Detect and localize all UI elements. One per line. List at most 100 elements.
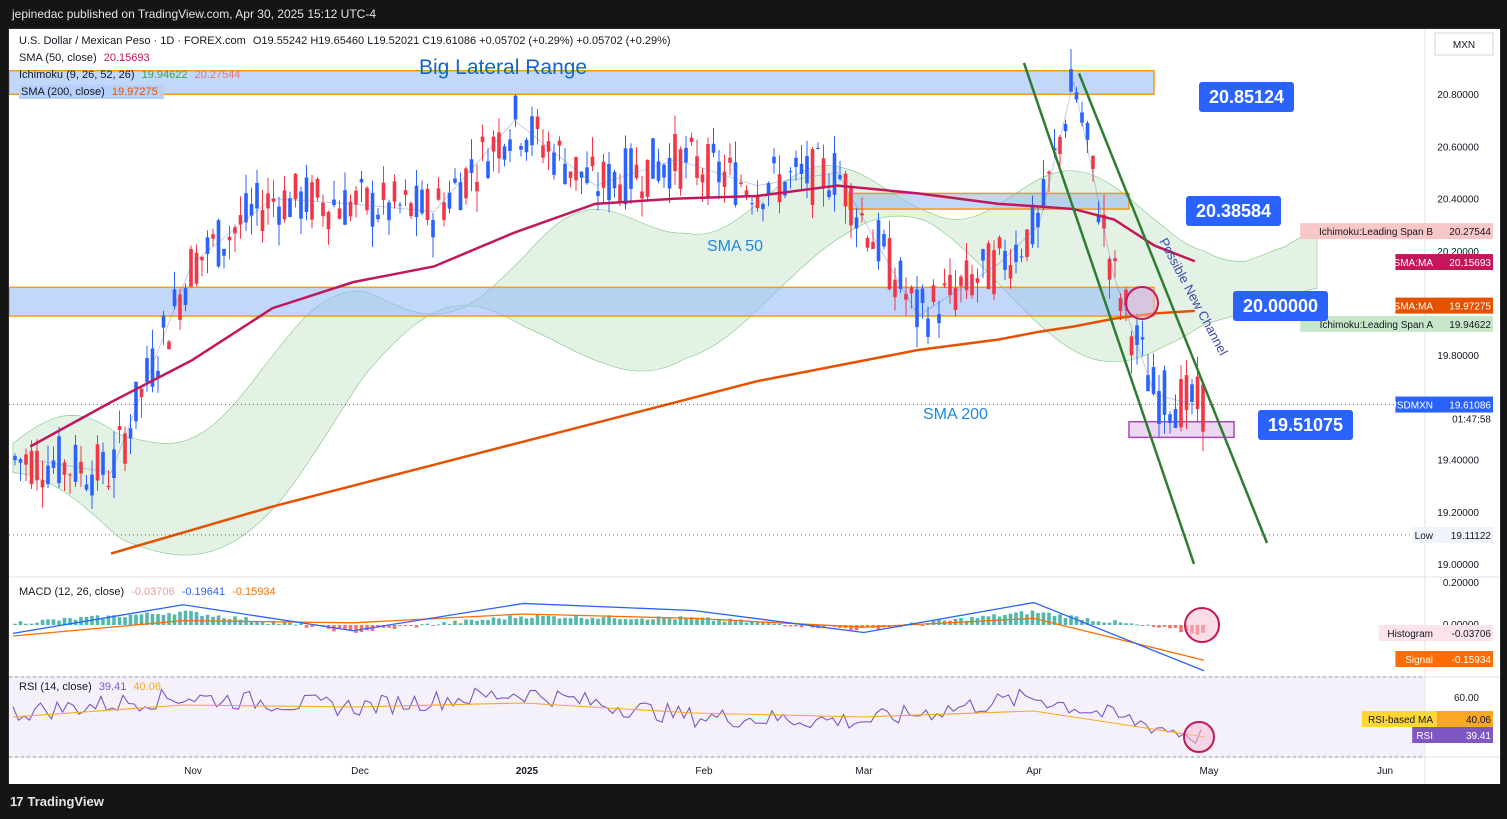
candle-body — [134, 381, 138, 422]
macd-histogram-bar — [937, 619, 941, 625]
candle-body — [656, 161, 661, 181]
candle-body — [359, 178, 364, 183]
candle — [667, 143, 672, 204]
sma200-line — [110, 309, 1195, 555]
candle — [519, 142, 523, 157]
macd-histogram-bar — [216, 615, 221, 625]
legend-ichimoku-b: 20.27544 — [194, 69, 241, 81]
candle-body — [469, 159, 474, 173]
candle — [926, 306, 930, 345]
candle-body — [700, 174, 705, 183]
candle — [431, 212, 435, 258]
candle — [365, 186, 369, 215]
candle — [420, 180, 424, 216]
candle — [1069, 49, 1073, 92]
candle-body — [1179, 379, 1183, 428]
time-tick: Feb — [695, 766, 713, 777]
tag-sma200-label: SMA:MA — [1394, 302, 1434, 313]
candle-body — [761, 203, 765, 210]
tag-sma50: SMA:MA 20.15693 — [1394, 254, 1493, 271]
macd-histogram-bar — [123, 617, 127, 625]
candle — [953, 270, 958, 317]
candle-body — [293, 173, 298, 200]
tag-price: USDMXN 19.61086 — [1390, 396, 1493, 413]
macd-histogram-bar — [354, 625, 358, 633]
candle — [233, 224, 237, 253]
candle-body — [299, 191, 303, 219]
candle — [860, 197, 864, 223]
chart-canvas[interactable]: 0.200000.00000 60.00 MXN20.8000020.60000… — [9, 29, 1500, 785]
legend-macd-v3: -0.15934 — [232, 586, 276, 598]
candle-body — [678, 149, 683, 189]
candle — [216, 218, 221, 268]
candle — [937, 300, 941, 338]
candle — [695, 139, 699, 186]
candle — [1014, 230, 1018, 274]
macd-histogram-bar — [403, 625, 408, 627]
candle — [1074, 87, 1079, 103]
candle-body — [865, 238, 870, 248]
candle-body — [799, 163, 804, 174]
tag-low: Low 19.11122 — [1412, 526, 1493, 543]
legend-macd-row[interactable]: MACD (12, 26, close) -0.03706 -0.19641 -… — [19, 586, 280, 598]
candle-body — [1008, 265, 1013, 279]
legend-ichimoku-row[interactable]: Ichimoku (9, 26, 52, 26) 19.94622 20.275… — [19, 69, 244, 81]
macd-histogram-bar — [447, 623, 452, 625]
price-tick: 20.20000 — [1437, 247, 1479, 258]
candle — [739, 174, 743, 188]
macd-histogram-bar — [821, 625, 826, 629]
legend-sma50-row[interactable]: SMA (50, close) 20.15693 — [19, 52, 154, 64]
tradingview-logo[interactable]: 17 TradingView — [10, 794, 104, 809]
legend-sma50-value: 20.15693 — [103, 52, 150, 64]
candle-body — [266, 193, 270, 209]
candle — [299, 186, 303, 235]
candle — [414, 169, 419, 237]
legend-rsi-row[interactable]: RSI (14, close) 39.41 40.06 — [19, 681, 165, 693]
tag-low-value-bg — [1437, 526, 1493, 543]
candle-body — [893, 279, 897, 298]
tag-rsi-ma-value: 40.06 — [1466, 715, 1491, 726]
candle — [62, 459, 67, 491]
macd-histogram-bar — [46, 619, 50, 625]
candle-body — [651, 138, 655, 179]
macd-histogram-bar — [189, 610, 193, 625]
macd-histogram-bar — [1096, 621, 1101, 625]
chart-frame[interactable]: 0.200000.00000 60.00 MXN20.8000020.60000… — [8, 28, 1501, 786]
candle — [678, 146, 683, 196]
candle-body — [1096, 215, 1101, 223]
macd-histogram-bar — [1030, 610, 1035, 625]
macd-histogram-bar — [18, 621, 23, 625]
candle — [348, 194, 353, 222]
candle-body — [689, 137, 694, 142]
candle-body — [640, 191, 644, 199]
candle — [689, 132, 694, 146]
macd-histogram-bar — [722, 621, 727, 625]
legend-ichimoku-a: 19.94622 — [141, 69, 188, 81]
macd-histogram-bar — [678, 616, 683, 625]
candle-body — [882, 234, 886, 247]
price-tick: 20.60000 — [1437, 142, 1479, 153]
candle-body — [546, 141, 551, 152]
macd-histogram-bar — [139, 614, 144, 625]
candle-body — [794, 157, 798, 167]
tag-ichimoku-a-value-bg — [1437, 315, 1493, 332]
macd-histogram-bar — [629, 619, 633, 625]
tag-sma200-value-bg — [1437, 297, 1493, 314]
candle-body — [425, 188, 430, 220]
candle-body — [552, 152, 556, 175]
candle — [579, 171, 584, 195]
candle-body — [530, 116, 534, 146]
macd-histogram-bar — [568, 618, 573, 625]
macd-histogram-bar — [156, 614, 160, 625]
candle-body — [332, 199, 336, 206]
macd-histogram-bar — [530, 617, 534, 625]
candle — [57, 427, 61, 488]
macd-tick: 0.20000 — [1443, 578, 1480, 589]
tag-ichimoku-a: Ichimoku:Leading Span A 19.94622 — [1300, 315, 1493, 332]
legend-sma200-row[interactable]: SMA (200, close) 19.97275 — [19, 85, 164, 99]
candle — [1113, 250, 1117, 278]
candle — [535, 109, 540, 145]
candle-body — [211, 234, 215, 239]
macd-histogram-bar — [101, 618, 105, 625]
macd-histogram-bar — [1146, 624, 1150, 626]
